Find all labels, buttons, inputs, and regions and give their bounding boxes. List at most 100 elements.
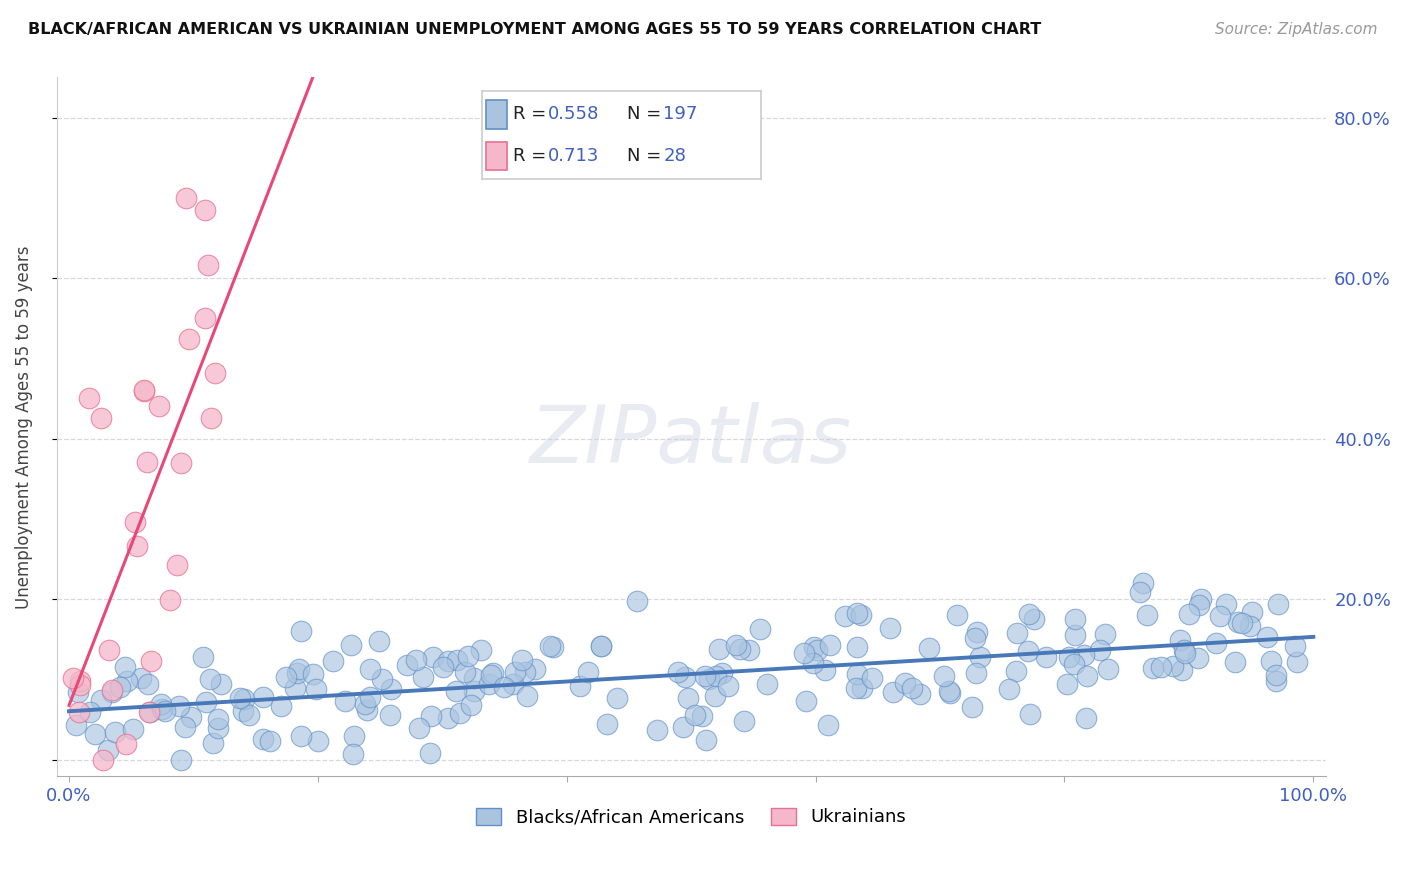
Point	[170, 457, 193, 471]
Point	[209, 677, 232, 691]
Point	[748, 622, 770, 636]
Point	[966, 625, 988, 640]
Point	[578, 665, 600, 679]
Point	[395, 658, 418, 673]
Point	[115, 673, 138, 688]
Point	[371, 672, 394, 686]
Point	[879, 621, 901, 635]
Point	[1256, 630, 1278, 644]
Point	[194, 311, 217, 326]
Point	[1132, 576, 1154, 591]
Point	[195, 695, 218, 709]
Point	[229, 690, 252, 705]
Point	[259, 733, 281, 747]
Point	[200, 673, 222, 687]
Point	[463, 671, 485, 685]
Point	[1215, 597, 1237, 611]
Point	[1285, 655, 1308, 669]
Point	[115, 737, 138, 751]
Point	[437, 654, 460, 668]
Point	[513, 665, 536, 680]
Point	[139, 653, 162, 667]
Point	[307, 734, 329, 748]
Point	[1267, 597, 1289, 611]
Point	[405, 653, 427, 667]
Point	[124, 516, 146, 530]
Point	[359, 690, 381, 704]
Text: BLACK/AFRICAN AMERICAN VS UKRAINIAN UNEMPLOYMENT AMONG AGES 55 TO 59 YEARS CORRE: BLACK/AFRICAN AMERICAN VS UKRAINIAN UNEM…	[28, 22, 1042, 37]
Point	[274, 670, 297, 684]
Point	[1142, 660, 1164, 674]
Point	[356, 703, 378, 717]
Point	[502, 676, 524, 690]
Point	[1019, 706, 1042, 721]
Point	[695, 733, 717, 747]
Point	[1094, 626, 1116, 640]
Text: ZIPatlas: ZIPatlas	[530, 401, 852, 480]
Point	[1035, 649, 1057, 664]
Point	[252, 690, 274, 705]
Point	[1161, 658, 1184, 673]
Point	[704, 669, 727, 683]
Point	[510, 653, 533, 667]
Point	[69, 673, 91, 688]
Point	[77, 391, 100, 405]
Point	[150, 698, 173, 712]
Point	[101, 682, 124, 697]
Point	[1240, 605, 1263, 619]
Point	[66, 685, 89, 699]
Point	[503, 665, 526, 680]
Point	[676, 690, 699, 705]
Point	[252, 731, 274, 746]
Point	[444, 684, 467, 698]
Point	[1188, 598, 1211, 612]
Point	[738, 643, 761, 657]
Point	[524, 662, 547, 676]
Point	[1208, 608, 1230, 623]
Point	[1017, 644, 1039, 658]
Point	[93, 753, 115, 767]
Point	[1227, 615, 1250, 630]
Point	[965, 631, 987, 645]
Point	[1063, 612, 1085, 626]
Point	[733, 714, 755, 728]
Point	[1260, 654, 1282, 668]
Point	[1178, 607, 1201, 621]
Point	[67, 705, 90, 719]
Point	[1187, 651, 1209, 665]
Point	[817, 717, 839, 731]
Point	[353, 697, 375, 711]
Point	[846, 666, 869, 681]
Point	[98, 643, 121, 657]
Text: Source: ZipAtlas.com: Source: ZipAtlas.com	[1215, 22, 1378, 37]
Point	[595, 717, 617, 731]
Y-axis label: Unemployment Among Ages 55 to 59 years: Unemployment Among Ages 55 to 59 years	[15, 245, 32, 608]
Point	[378, 708, 401, 723]
Point	[1136, 607, 1159, 622]
Point	[150, 702, 173, 716]
Point	[170, 753, 193, 767]
Point	[131, 671, 153, 685]
Point	[794, 694, 817, 708]
Point	[1150, 660, 1173, 674]
Point	[894, 675, 917, 690]
Point	[174, 720, 197, 734]
Point	[1018, 607, 1040, 622]
Point	[139, 706, 162, 720]
Point	[419, 746, 441, 760]
Point	[90, 693, 112, 707]
Point	[1056, 677, 1078, 691]
Point	[965, 666, 987, 681]
Point	[202, 736, 225, 750]
Point	[284, 681, 307, 695]
Point	[174, 191, 197, 205]
Point	[380, 681, 402, 696]
Point	[806, 643, 828, 657]
Point	[1205, 635, 1227, 649]
Point	[932, 669, 955, 683]
Point	[207, 721, 229, 735]
Point	[1064, 628, 1087, 642]
Point	[322, 654, 344, 668]
Point	[101, 685, 124, 699]
Point	[436, 711, 458, 725]
